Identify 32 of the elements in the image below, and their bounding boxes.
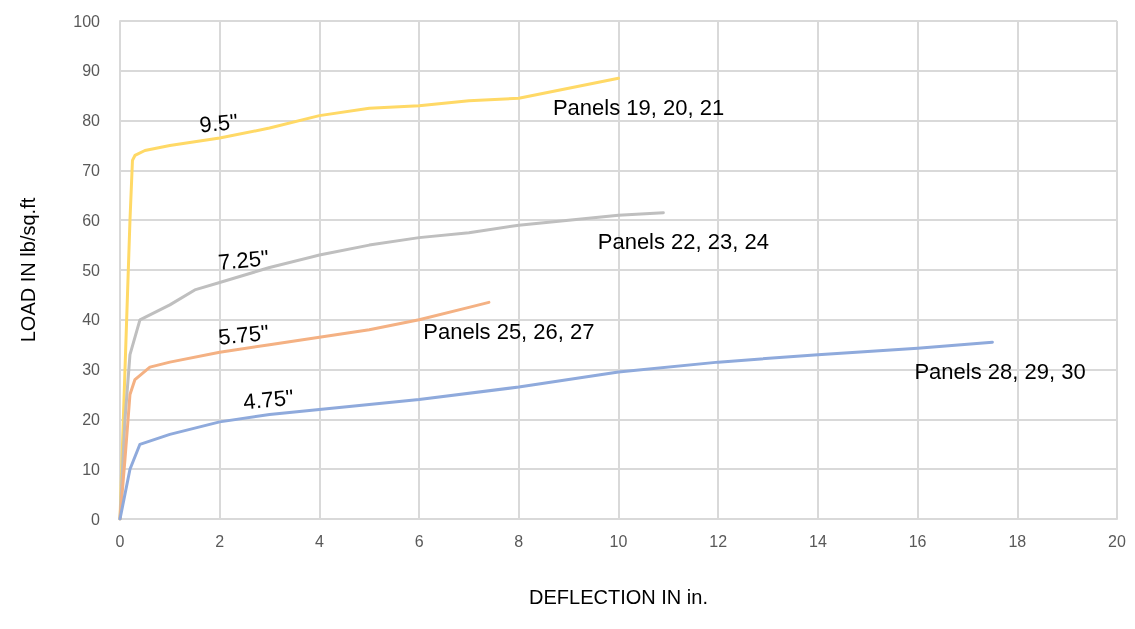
y-tick-label: 0 xyxy=(91,510,101,528)
x-tick-label: 6 xyxy=(414,532,424,550)
x-tick-label: 20 xyxy=(1108,532,1126,550)
x-tick-label: 2 xyxy=(215,532,225,550)
annotation: 9.5" xyxy=(198,108,239,138)
x-tick-label: 10 xyxy=(609,532,628,550)
x-tick-label: 8 xyxy=(514,532,524,550)
annotation: 4.75" xyxy=(242,384,295,415)
y-tick-label: 70 xyxy=(82,161,101,179)
y-tick-label: 100 xyxy=(73,12,101,30)
x-tick-label: 18 xyxy=(1008,532,1027,550)
x-axis-title: DEFLECTION IN in. xyxy=(529,586,708,608)
y-tick-label: 80 xyxy=(82,112,101,130)
annotation: 7.25" xyxy=(217,245,270,275)
x-tick-label: 4 xyxy=(314,532,324,550)
y-tick-label: 40 xyxy=(82,311,101,329)
x-tick-label: 14 xyxy=(809,532,827,550)
series-label: Panels 19, 20, 21 xyxy=(552,94,725,120)
y-tick-label: 20 xyxy=(82,410,101,428)
x-tick-label: 0 xyxy=(115,532,125,550)
y-tick-label: 50 xyxy=(82,261,101,279)
y-tick-label: 60 xyxy=(82,211,101,229)
series-label: Panels 22, 23, 24 xyxy=(597,229,769,255)
y-axis-title: LOAD IN lb/sq.ft xyxy=(17,197,39,343)
x-tick-label: 12 xyxy=(709,532,728,550)
y-tick-label: 30 xyxy=(82,361,101,379)
y-tick-label: 10 xyxy=(82,460,101,478)
y-tick-label: 90 xyxy=(82,62,101,80)
series-label: Panels 25, 26, 27 xyxy=(423,318,595,344)
series-label: Panels 28, 29, 30 xyxy=(914,358,1086,384)
annotation: 5.75" xyxy=(217,319,270,350)
x-tick-label: 16 xyxy=(908,532,927,550)
